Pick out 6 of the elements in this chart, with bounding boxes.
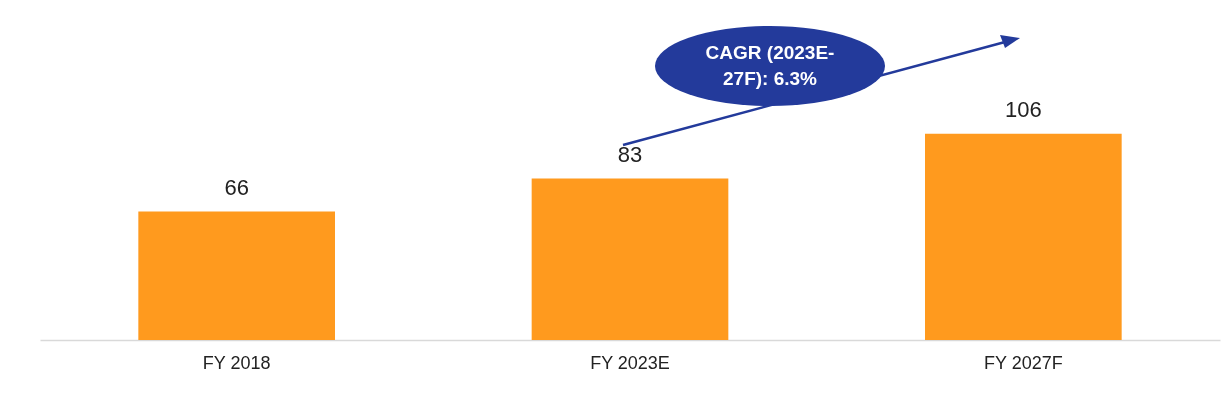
x-tick-label: FY 2027F: [983, 352, 1063, 373]
data-label: 83: [617, 141, 643, 167]
data-label: 66: [224, 174, 249, 200]
data-label: 106: [1004, 96, 1042, 122]
x-tick-label: FY 2023E: [590, 352, 670, 373]
x-tick-label: FY 2018: [202, 352, 271, 373]
